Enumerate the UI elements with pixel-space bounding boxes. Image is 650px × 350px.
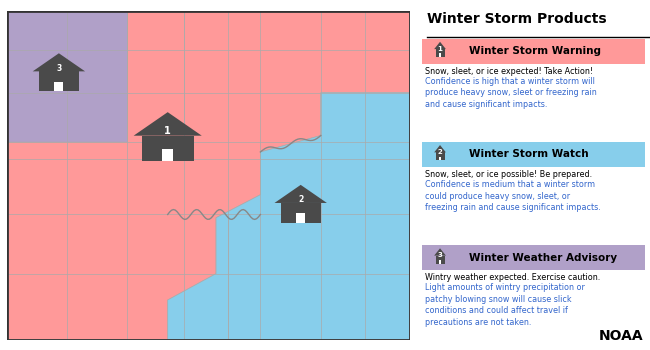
FancyBboxPatch shape: [39, 71, 79, 91]
FancyBboxPatch shape: [6, 10, 410, 340]
Text: 2: 2: [298, 195, 304, 204]
FancyBboxPatch shape: [422, 245, 645, 270]
FancyBboxPatch shape: [142, 136, 194, 161]
FancyBboxPatch shape: [281, 203, 321, 223]
Polygon shape: [168, 93, 410, 340]
Polygon shape: [434, 145, 446, 152]
Polygon shape: [434, 42, 446, 49]
Polygon shape: [134, 112, 202, 136]
FancyBboxPatch shape: [162, 149, 174, 161]
Text: Snow, sleet, or ice possible! Be prepared.: Snow, sleet, or ice possible! Be prepare…: [424, 170, 592, 179]
FancyBboxPatch shape: [439, 260, 441, 264]
Polygon shape: [6, 10, 410, 340]
Text: NOAA: NOAA: [598, 329, 643, 343]
Polygon shape: [32, 53, 85, 71]
Text: Winter Storm Products: Winter Storm Products: [427, 12, 606, 26]
FancyBboxPatch shape: [436, 49, 445, 57]
Polygon shape: [274, 185, 327, 203]
FancyBboxPatch shape: [422, 38, 645, 64]
FancyBboxPatch shape: [439, 53, 441, 57]
Text: Confidence is medium that a winter storm
could produce heavy snow, sleet, or
fre: Confidence is medium that a winter storm…: [424, 180, 601, 212]
Text: Wintry weather expected. Exercise caution.: Wintry weather expected. Exercise cautio…: [424, 273, 600, 282]
Text: Winter Storm Warning: Winter Storm Warning: [469, 46, 601, 56]
FancyBboxPatch shape: [436, 256, 445, 264]
Text: Snow, sleet, or ice expected! Take Action!: Snow, sleet, or ice expected! Take Actio…: [424, 66, 593, 76]
Polygon shape: [6, 10, 127, 142]
FancyBboxPatch shape: [296, 214, 305, 223]
Text: 1: 1: [437, 46, 443, 52]
FancyBboxPatch shape: [436, 152, 445, 160]
Text: Winter Storm Watch: Winter Storm Watch: [469, 149, 588, 159]
Text: 2: 2: [437, 149, 443, 155]
Text: Light amounts of wintry precipitation or
patchy blowing snow will cause slick
co: Light amounts of wintry precipitation or…: [424, 284, 584, 327]
Text: 3: 3: [437, 252, 443, 258]
Text: 1: 1: [164, 126, 171, 136]
Text: Winter Weather Advisory: Winter Weather Advisory: [469, 253, 617, 262]
FancyBboxPatch shape: [55, 82, 63, 91]
FancyBboxPatch shape: [422, 142, 645, 167]
Text: 3: 3: [57, 64, 62, 72]
FancyBboxPatch shape: [439, 156, 441, 160]
Polygon shape: [434, 248, 446, 255]
Text: Confidence is high that a winter storm will
produce heavy snow, sleet or freezin: Confidence is high that a winter storm w…: [424, 77, 596, 109]
